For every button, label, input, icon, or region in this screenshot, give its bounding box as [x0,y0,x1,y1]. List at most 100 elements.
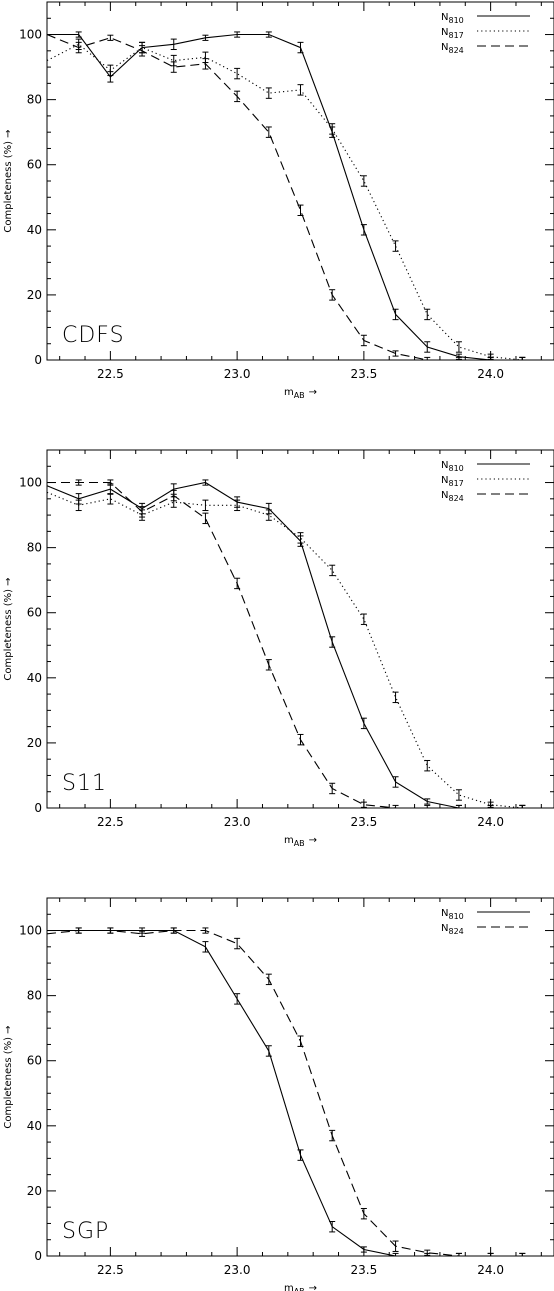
y-tick-label: 0 [34,1249,42,1263]
y-tick-label: 80 [27,541,42,555]
data-point [107,927,114,934]
data-point [202,58,209,70]
data-point [360,334,367,347]
data-point [297,532,304,544]
data-point [424,798,431,805]
x-axis-title: mAB → [284,1283,317,1291]
data-point [424,341,431,353]
data-point [234,499,241,512]
x-axis-title: mAB → [284,387,317,400]
series-line-n810 [47,929,554,1257]
data-point [234,993,241,1005]
data-point [297,1149,304,1161]
data-point [297,204,304,216]
data-point [75,927,82,934]
data-point [455,356,462,361]
data-point [455,789,462,801]
legend-label-sub: 824 [448,927,463,936]
data-point [202,927,209,934]
data-point [297,41,304,54]
x-tick-label: 23.0 [224,1263,251,1277]
legend-label: N817 [441,27,464,40]
x-tick-label: 23.5 [351,815,378,829]
data-point [360,801,367,808]
data-point [265,1045,272,1057]
data-point [360,175,367,187]
data-point [234,937,241,950]
data-point [170,927,177,934]
data-point [329,123,336,135]
x-tick-label: 24.0 [477,815,504,829]
x-tick-label: 23.5 [351,367,378,381]
data-point [392,691,399,704]
legend-label: N810 [441,12,464,25]
y-axis-title: Completeness (%) → [3,577,14,680]
y-axis-title: Completeness (%) → [3,129,14,232]
y-tick-label: 40 [27,1119,42,1133]
x-axis-title-sub: AB [294,1287,305,1291]
data-point [455,1252,462,1257]
series-line-n824 [47,481,554,809]
x-tick-label: 24.0 [477,367,504,381]
y-tick-label: 60 [27,158,42,172]
y-axis-title: Completeness (%) → [3,1025,14,1128]
series-line-n824 [46,929,554,1257]
x-tick-label: 22.5 [97,1263,124,1277]
data-point [139,930,146,937]
legend-label: N810 [441,460,464,473]
y-tick-label: 40 [27,671,42,685]
legend-label-main: N [441,12,448,23]
data-point [392,1252,399,1257]
plot-frame [46,449,554,809]
data-point [202,34,209,41]
x-axis-title: mAB → [284,835,317,848]
data-point [202,499,209,512]
data-point [392,1240,399,1252]
data-point [75,41,82,54]
chart-panel-cdfs: 0 20 40 60 80 100 22.5 23.0 23.5 24.0 mAB → Complete… [3,1,554,400]
data-point [234,31,241,38]
data-point [202,941,209,953]
field-label: SGP [62,1219,109,1244]
x-tick-label: 23.0 [224,367,251,381]
x-axis-title-sub: AB [294,391,305,400]
data-point [519,356,526,361]
data-point [392,804,399,809]
plot-frame [46,1,554,361]
data-point [170,489,177,502]
y-tick-label: 20 [27,736,42,750]
data-point [424,308,431,321]
x-axis-title-main: m [284,387,294,398]
legend-label-sub: 810 [448,464,463,473]
data-point [170,61,177,73]
data-point [297,1035,304,1047]
y-tick-label: 40 [27,223,42,237]
legend-label-sub: 817 [448,31,463,40]
x-axis-title-arrow: → [309,835,317,846]
y-tick-label: 0 [34,353,42,367]
data-point [75,479,82,486]
data-point [265,659,272,671]
data-point [297,84,304,96]
data-point [139,506,146,518]
field-label: S11 [62,771,107,796]
data-point [329,564,336,577]
y-tick-label: 60 [27,606,42,620]
data-point [360,224,367,236]
legend-label-main: N [441,923,448,934]
data-point [329,289,336,301]
y-tick-label: 80 [27,989,42,1003]
data-point [234,90,241,103]
legend-label-main: N [441,460,448,471]
data-point [75,31,82,38]
data-point [107,479,114,486]
y-tick-label: 100 [19,28,42,42]
legend-label-sub: 817 [448,479,463,488]
x-tick-label: 22.5 [97,815,124,829]
data-point [487,356,494,361]
y-tick-label: 20 [27,288,42,302]
legend-label-main: N [441,490,448,501]
